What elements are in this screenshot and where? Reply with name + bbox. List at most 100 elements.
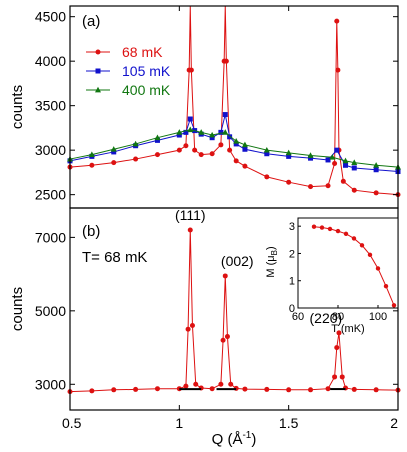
data-point [154,152,160,158]
inset-x-tick-label: 80 [332,311,344,323]
y-tick-label: 3000 [35,142,66,158]
legend-marker [95,86,101,93]
inset-y-tick-label: 3 [289,221,295,233]
y-tick-label: 4000 [35,53,66,69]
data-point [222,129,229,135]
data-point [373,162,380,168]
y-tick-label: 7000 [35,229,66,245]
data-point [198,129,205,135]
data-point [334,345,340,351]
data-point [332,161,338,167]
data-point [187,227,193,233]
data-point [264,174,270,180]
legend-label: 105 mK [122,63,171,79]
data-point [228,381,234,387]
panel-a-frame [69,5,399,209]
data-point [351,187,357,193]
inset-x-tick-label: 60 [292,311,304,323]
data-point [308,155,314,161]
data-point [329,154,336,160]
data-point [222,112,228,118]
data-point [373,387,379,393]
inset-frame [297,217,399,309]
data-point [222,273,228,279]
data-point [176,147,182,153]
inset-point [327,226,333,232]
data-point [224,334,230,340]
y-axis-label-a: counts [9,85,26,129]
data-point [373,190,379,196]
data-point [89,162,95,168]
inset-x-axis-label: T (mK) [331,323,364,335]
peak-label: (111) [175,207,206,223]
data-point [325,386,331,392]
data-point [183,383,189,389]
data-point [176,132,182,138]
data-point [351,165,357,171]
data-point [343,162,349,168]
data-point [286,153,292,159]
inset-point [311,224,317,229]
data-point [193,381,199,387]
data-point [133,386,139,392]
data-point [332,374,338,380]
data-point [189,323,195,329]
data-point [188,67,194,73]
temperature-annotation: T= 68 mK [82,249,147,266]
data-point [242,146,248,152]
peak-label: (002) [221,253,254,269]
x-tick-label: 1.5 [279,415,299,431]
data-point [334,147,340,153]
panel-b-frame [69,207,399,411]
inset-point [343,231,349,237]
inset-chart: 60 80 100 0 1 2 3 T (mK) M (μB) [265,217,399,335]
data-point [154,134,161,141]
data-point [154,137,160,143]
inset-point [375,266,381,271]
data-point [340,178,346,184]
panel-label-a: (a) [82,13,100,30]
data-point [233,158,239,164]
inset-x-tick-label: 100 [369,311,387,323]
inset-point [351,236,357,241]
inset-y-tick-label: 1 [289,276,295,288]
data-point [88,151,95,158]
data-point [264,151,270,157]
data-point [176,129,183,135]
data-point [325,157,331,163]
data-point [192,147,198,153]
data-point [334,18,340,24]
data-point [185,326,191,332]
legend-label: 68 mK [122,44,163,60]
inset-point [383,283,389,289]
data-point [242,163,248,169]
inset-y-axis-label: M (μB) [265,246,279,277]
data-point [241,141,248,148]
data-point [183,143,189,149]
y-tick-label: 5000 [35,303,66,319]
data-point [335,67,341,73]
data-point [342,157,349,164]
data-point [336,330,342,336]
x-tick-label: 1 [175,415,183,431]
data-point [183,129,189,135]
data-point [307,152,314,158]
x-tick-label: 0.5 [62,415,82,431]
data-point [220,337,226,343]
data-point [233,141,239,147]
data-point [187,116,193,122]
inset-point [359,243,365,248]
data-point [373,167,379,173]
data-point [286,387,292,393]
inset-point [335,228,341,234]
y-tick-label: 3500 [35,98,66,114]
data-point [285,149,292,156]
data-point [308,387,314,393]
data-point [111,160,117,166]
data-point [111,387,117,393]
data-point [227,134,233,140]
inset-y-tick-label: 0 [289,303,295,315]
data-point [308,184,314,190]
y-axis-label-b: counts [9,287,26,331]
